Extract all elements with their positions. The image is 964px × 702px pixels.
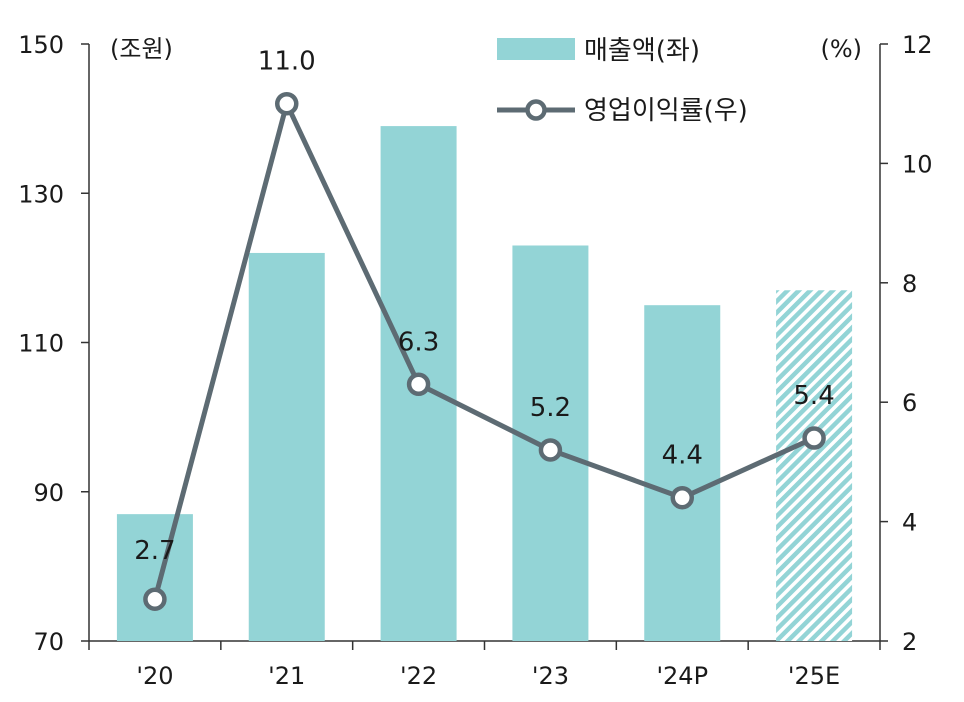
bar [644, 305, 721, 641]
right-tick-label: 10 [902, 150, 933, 178]
line-data-label: 11.0 [258, 47, 316, 77]
x-tick-label: '23 [532, 662, 569, 690]
left-tick-label: 70 [33, 628, 64, 656]
bar [776, 290, 853, 641]
line-data-label: 2.7 [134, 536, 175, 566]
right-axis-unit-label: (%) [820, 35, 862, 63]
line-data-label: 5.2 [530, 393, 571, 423]
line-path [152, 101, 816, 600]
line-data-label: 6.3 [398, 327, 439, 357]
right-tick-label: 2 [902, 628, 917, 656]
right-tick-label: 4 [902, 509, 917, 537]
x-tick-label: '25E [788, 662, 840, 690]
x-tick-label: '21 [268, 662, 305, 690]
legend-bar-label: 매출액(좌) [584, 36, 700, 66]
axes [88, 44, 881, 642]
right-axis-ticks: 2 4 6 8 10 12 [880, 31, 933, 656]
line-data-label: 5.4 [793, 381, 834, 411]
x-tick-label: '24P [656, 662, 708, 690]
line-point [406, 372, 431, 397]
x-tick-label: '22 [400, 662, 437, 690]
left-tick-label: 90 [33, 479, 64, 507]
x-axis-ticks: '20 '21 '22 '23 '24P '25E [88, 641, 881, 690]
bar-series [116, 126, 853, 642]
x-tick-label: '20 [136, 662, 173, 690]
left-axis-unit-label: (조원) [110, 35, 173, 63]
bar [248, 252, 325, 641]
line-point [802, 426, 826, 450]
line-point [275, 91, 299, 116]
data-labels: 2.7 11.0 6.3 5.2 4.4 5.4 [134, 47, 835, 567]
line-point [670, 485, 694, 510]
left-tick-label: 130 [18, 180, 64, 208]
line-series [143, 91, 826, 611]
bar [116, 514, 193, 641]
legend: 매출액(좌) 영업이익률(우) [497, 36, 748, 126]
line-data-label: 4.4 [662, 441, 703, 471]
left-axis-ticks: 70 90 110 130 150 [18, 31, 89, 656]
left-tick-label: 110 [18, 330, 64, 358]
legend-bar-swatch [497, 38, 575, 60]
line-point [538, 438, 563, 462]
line-point [143, 587, 167, 611]
right-tick-label: 6 [902, 389, 917, 417]
legend-line-marker [525, 99, 547, 121]
legend-line-label: 영업이익률(우) [584, 96, 748, 126]
left-tick-label: 150 [18, 31, 64, 59]
right-tick-label: 12 [902, 31, 933, 59]
right-tick-label: 8 [902, 270, 917, 298]
